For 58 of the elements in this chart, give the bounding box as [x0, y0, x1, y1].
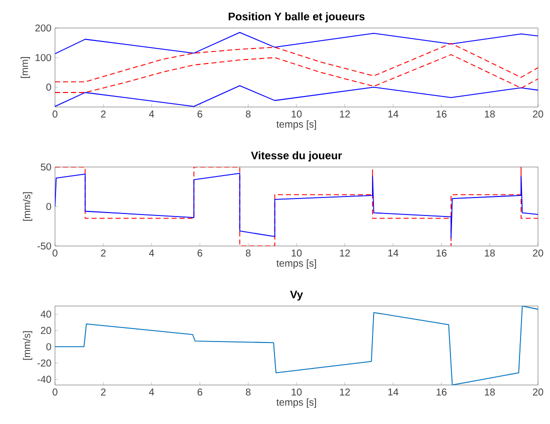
y-tick-label: 0: [46, 202, 52, 210]
x-tick-label: 0: [52, 388, 58, 396]
x-axis-title: temps [s]: [276, 398, 316, 408]
x-tick-label: 6: [198, 250, 202, 257]
x-tick-label: 14: [388, 250, 398, 256]
x-tick-label: 6: [198, 388, 202, 396]
y-tick-label: 0: [46, 84, 52, 91]
line-series: [55, 32, 538, 54]
y-tick-label: 0: [46, 343, 52, 350]
line-series: [55, 172, 538, 239]
x-tick-label: 20: [532, 110, 544, 118]
x-tick-label: 12: [340, 250, 350, 256]
x-tick-label: 2: [101, 388, 106, 396]
x-axis-title: temps [s]: [276, 120, 316, 130]
y-tick-label: 20: [40, 326, 52, 334]
x-tick-label: 16: [436, 250, 447, 257]
chart-title: Position Y balle et joueurs: [228, 12, 365, 22]
x-tick-label: 0: [52, 250, 58, 257]
x-tick-label: 8: [246, 110, 251, 118]
y-tick-label: 200: [35, 24, 52, 32]
x-tick-label: 10: [292, 388, 302, 396]
x-tick-label: 14: [388, 110, 398, 118]
line-series: [55, 54, 538, 93]
line-series: [55, 306, 538, 386]
x-tick-label: 0: [52, 110, 58, 118]
x-tick-label: 4: [149, 388, 154, 396]
y-axis-title: [mm/s]: [22, 331, 32, 360]
x-tick-label: 4: [149, 110, 154, 118]
x-tick-label: 16: [436, 110, 447, 118]
x-tick-label: 16: [436, 388, 447, 396]
y-tick-label: 40: [40, 310, 52, 318]
x-tick-label: 12: [340, 388, 350, 396]
x-tick-label: 10: [292, 110, 302, 118]
chart-title: Vy: [290, 290, 303, 301]
x-tick-label: 12: [340, 110, 350, 118]
y-axis-title: [mm]: [20, 57, 30, 78]
x-axis-title: temps [s]: [276, 259, 316, 269]
y-axis-title: [mm/s]: [22, 192, 32, 221]
chart-title: Vitesse du joueur: [251, 151, 342, 162]
x-tick-label: 4: [149, 250, 154, 256]
x-tick-label: 6: [198, 110, 202, 118]
y-tick-label: 100: [36, 54, 52, 62]
x-tick-label: 18: [484, 110, 495, 118]
x-tick-label: 18: [484, 250, 495, 257]
y-tick-label: -40: [38, 376, 52, 383]
x-tick-label: 14: [388, 388, 398, 396]
x-tick-label: 2: [101, 250, 106, 256]
x-tick-label: 8: [246, 250, 251, 257]
y-tick-label: -50: [38, 242, 52, 250]
x-tick-label: 2: [101, 110, 106, 118]
x-tick-label: 8: [246, 388, 251, 396]
y-tick-label: -20: [38, 359, 52, 367]
x-tick-label: 20: [532, 388, 544, 396]
line-series: [55, 42, 538, 82]
x-tick-label: 20: [532, 250, 544, 257]
y-tick-label: 50: [40, 163, 52, 171]
x-tick-label: 18: [484, 388, 495, 396]
x-tick-label: 10: [292, 250, 302, 257]
